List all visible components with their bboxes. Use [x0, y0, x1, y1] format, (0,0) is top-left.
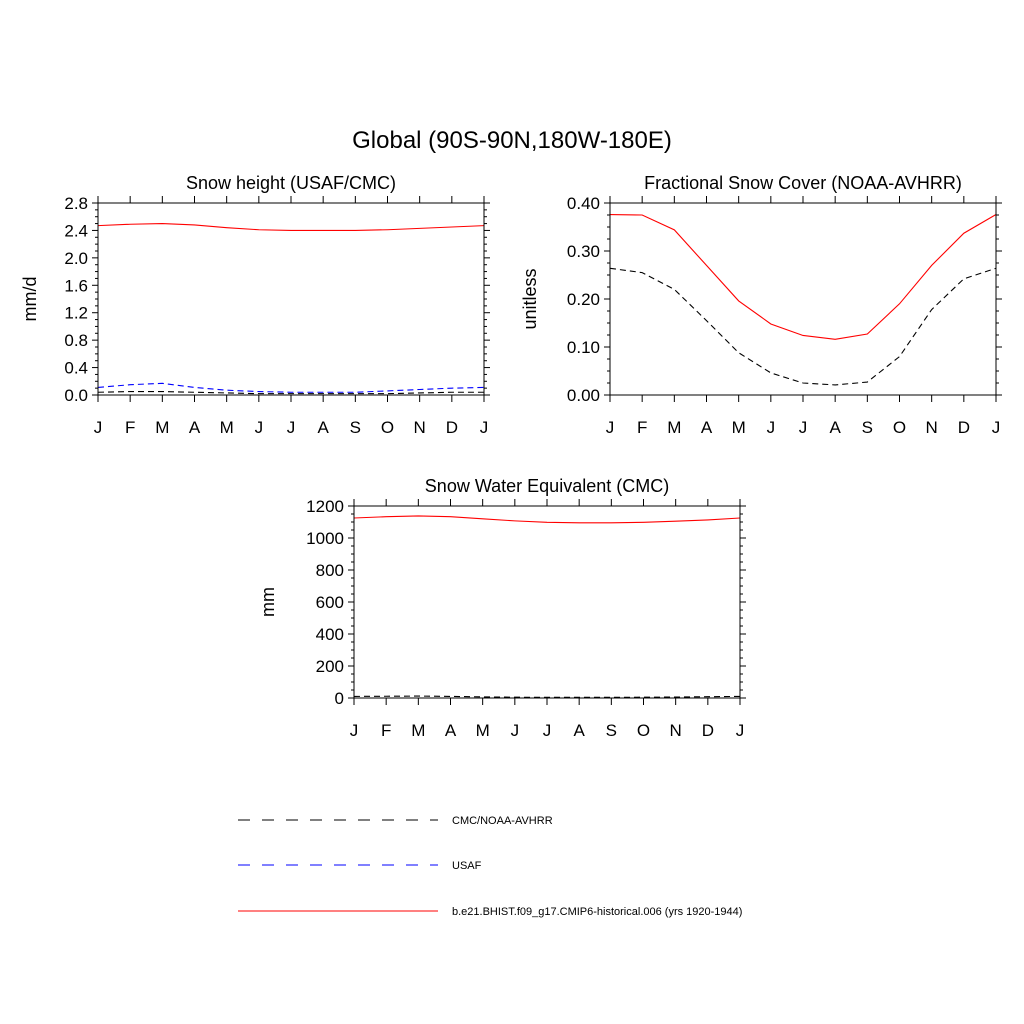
figure-title: Global (90S-90N,180W-180E) [352, 127, 672, 154]
chart2-xtick-label: J [511, 721, 520, 740]
legend: CMC/NOAA-AVHRR USAF b.e21.BHIST.f09_g17.… [238, 815, 742, 918]
chart2-title: Snow Water Equivalent (CMC) [425, 476, 669, 496]
chart0-ylabel: mm/d [20, 277, 40, 322]
chart0-xtick-label: A [317, 418, 329, 437]
chart2-ytick-label: 1000 [306, 529, 344, 548]
chart2-xtick-label: J [350, 721, 359, 740]
chart0-ytick-label: 0.0 [64, 386, 88, 405]
legend-label-usaf: USAF [452, 860, 482, 872]
chart1-xtick-label: J [767, 418, 776, 437]
chart0-xtick-label: J [287, 418, 296, 437]
chart0-xtick-label: D [446, 418, 458, 437]
chart0-title: Snow height (USAF/CMC) [186, 173, 396, 193]
chart0-ytick-label: 2.4 [64, 221, 88, 240]
chart1-title: Fractional Snow Cover (NOAA-AVHRR) [644, 173, 962, 193]
chart2-xtick-label: J [543, 721, 552, 740]
chart2-xtick-label: F [381, 721, 391, 740]
chart0-xtick-label: S [350, 418, 361, 437]
chart1-xtick-label: J [606, 418, 615, 437]
chart1-xtick-label: M [667, 418, 681, 437]
snow-water-equivalent-panel: Snow Water Equivalent (CMC) mm 0 200 400 600 8… [258, 476, 746, 740]
chart1-xtick-label: J [992, 418, 1001, 437]
chart1-xtick-label: O [893, 418, 906, 437]
chart2-series-b-e21-bhist-f09-g17-cmip [353, 515, 741, 524]
legend-label-model: b.e21.BHIST.f09_g17.CMIP6-historical.006… [452, 906, 742, 918]
chart1-series-b-e21-bhist-f09-g17-cmip [609, 213, 997, 340]
chart0-xtick-label: J [255, 418, 264, 437]
chart0-xtick-label: M [155, 418, 169, 437]
chart0-series-cmc-noaa-avhrr [97, 391, 484, 395]
chart0-series-b-e21-bhist-f09-g17-cmip [97, 223, 485, 231]
chart0-xtick-label: O [381, 418, 394, 437]
chart1-xtick-label: D [958, 418, 970, 437]
chart0-xtick-label: J [480, 418, 489, 437]
chart0-ytick-label: 2.0 [64, 249, 88, 268]
chart2-ytick-label: 800 [316, 561, 344, 580]
legend-label-cmc: CMC/NOAA-AVHRR [452, 815, 553, 827]
chart1-frame [609, 202, 997, 396]
chart0-xtick-label: N [414, 418, 426, 437]
chart1-xtick-label: J [799, 418, 808, 437]
chart2-xtick-label: A [445, 721, 457, 740]
chart2-xtick-label: N [670, 721, 682, 740]
chart1-xtick-label: A [829, 418, 841, 437]
chart2-xtick-label: D [702, 721, 714, 740]
chart2-xtick-label: J [736, 721, 745, 740]
chart2-xtick-label: M [476, 721, 490, 740]
chart0-ytick-label: 1.2 [64, 304, 88, 323]
chart2-xtick-label: O [637, 721, 650, 740]
chart1-ytick-label: 0.20 [567, 290, 600, 309]
chart1-ytick-label: 0.10 [567, 338, 600, 357]
chart1-ytick-label: 0.30 [567, 242, 600, 261]
chart2-ytick-label: 1200 [306, 497, 344, 516]
chart2-xtick-label: M [411, 721, 425, 740]
chart2-series-cmc-noaa-avhrr [353, 695, 741, 698]
chart2-xtick-label: S [606, 721, 617, 740]
chart1-xtick-label: F [637, 418, 647, 437]
chart1-series-cmc-noaa-avhrr [609, 267, 997, 386]
chart2-ytick-label: 0 [335, 689, 344, 708]
chart2-ytick-label: 200 [316, 657, 344, 676]
chart1-ytick-label: 0.00 [567, 386, 600, 405]
fractional-snow-cover-panel: Fractional Snow Cover (NOAA-AVHRR) unitle… [520, 173, 1002, 437]
chart0-ytick-label: 2.8 [64, 194, 88, 213]
chart1-ytick-label: 0.40 [567, 194, 600, 213]
chart0-ytick-label: 1.6 [64, 276, 88, 295]
chart0-frame [97, 202, 485, 396]
chart0-ytick-label: 0.4 [64, 359, 88, 378]
chart1-xtick-label: M [732, 418, 746, 437]
chart0-xtick-label: A [189, 418, 201, 437]
chart0-xtick-label: J [94, 418, 103, 437]
chart2-frame [353, 505, 741, 699]
chart2-ylabel: mm [258, 587, 278, 617]
chart2-ytick-label: 400 [316, 625, 344, 644]
chart2-xtick-label: A [573, 721, 585, 740]
chart1-ylabel: unitless [520, 268, 540, 329]
chart1-xtick-label: N [926, 418, 938, 437]
snow-height-panel: Snow height (USAF/CMC) mm/d 0.0 0.4 0.8 1.2 1.… [20, 173, 490, 437]
chart2-ytick-label: 600 [316, 593, 344, 612]
chart1-xtick-label: S [862, 418, 873, 437]
chart0-ytick-label: 0.8 [64, 331, 88, 350]
chart0-series-usaf [97, 382, 485, 393]
chart0-xtick-label: F [125, 418, 135, 437]
chart0-xtick-label: M [220, 418, 234, 437]
chart1-xtick-label: A [701, 418, 713, 437]
